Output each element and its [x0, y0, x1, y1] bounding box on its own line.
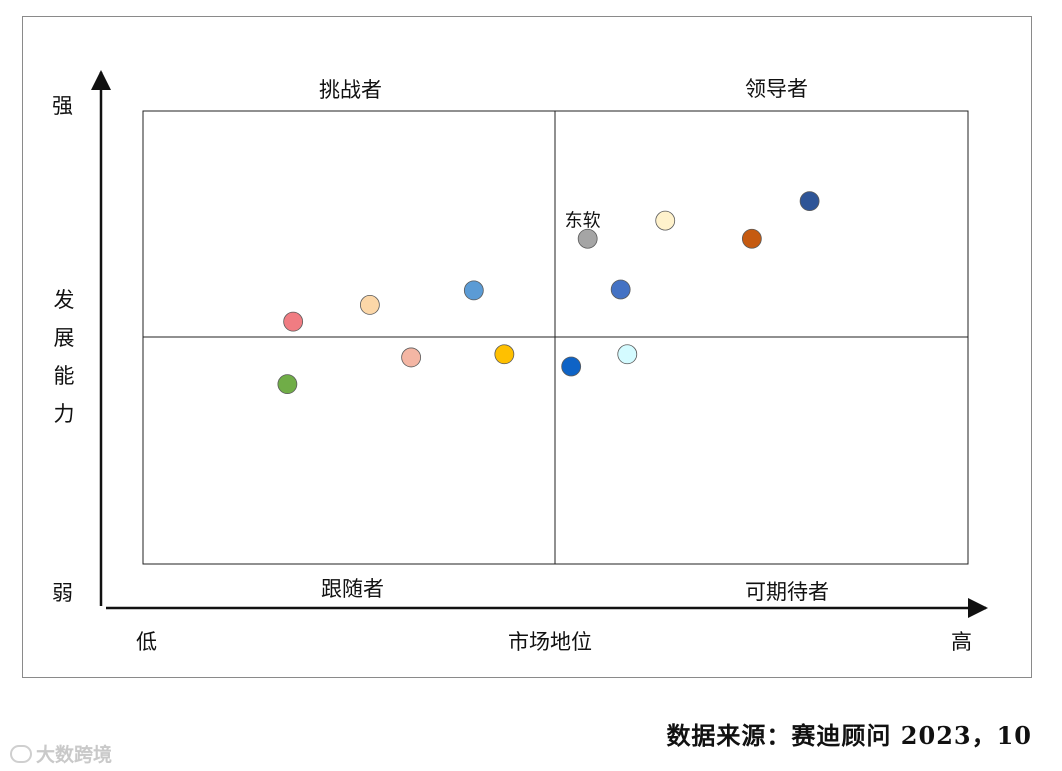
watermark-text: 大数跨境 [36, 744, 113, 766]
data-point-3 [463, 280, 484, 301]
data-point-13 [617, 344, 638, 365]
data-point-8 [655, 210, 676, 231]
y-high-label: 强 [52, 94, 73, 118]
quadrant-label-top-right: 领导者 [745, 77, 808, 101]
data-point-1 [283, 311, 304, 332]
data-point-7 [577, 228, 598, 249]
data-point-5 [401, 347, 422, 368]
data-point-12 [561, 356, 582, 377]
quadrant-label-top-left: 挑战者 [319, 78, 382, 102]
data-point-2 [359, 294, 380, 315]
chart-frame [22, 16, 1032, 678]
y-axis-label-char: 展 [53, 326, 75, 350]
y-low-label: 弱 [52, 581, 73, 605]
data-point-10 [741, 228, 762, 249]
point-label-7: 东软 [565, 211, 601, 232]
x-axis-label: 市场地位 [508, 630, 592, 654]
data-point-4 [277, 374, 298, 395]
y-axis-label-char: 力 [53, 402, 75, 426]
quadrant-label-bottom-left: 跟随者 [321, 577, 384, 601]
data-points [277, 191, 820, 395]
data-point-9 [610, 279, 631, 300]
y-axis-label: 发展能力 [52, 281, 76, 433]
data-point-11 [799, 191, 820, 212]
x-low-label: 低 [136, 630, 157, 654]
x-high-label: 高 [951, 630, 972, 654]
data-point-6 [494, 344, 515, 365]
y-axis-label-char: 发 [53, 288, 75, 312]
watermark: 大数跨境 [10, 740, 112, 767]
y-axis-label-char: 能 [53, 364, 75, 388]
watermark-logo-icon [10, 744, 32, 763]
point-labels: 东软 [565, 211, 601, 232]
source-note: 数据来源：赛迪顾问 2023，10 [666, 721, 1032, 750]
quadrant-label-bottom-right: 可期待者 [745, 580, 829, 604]
